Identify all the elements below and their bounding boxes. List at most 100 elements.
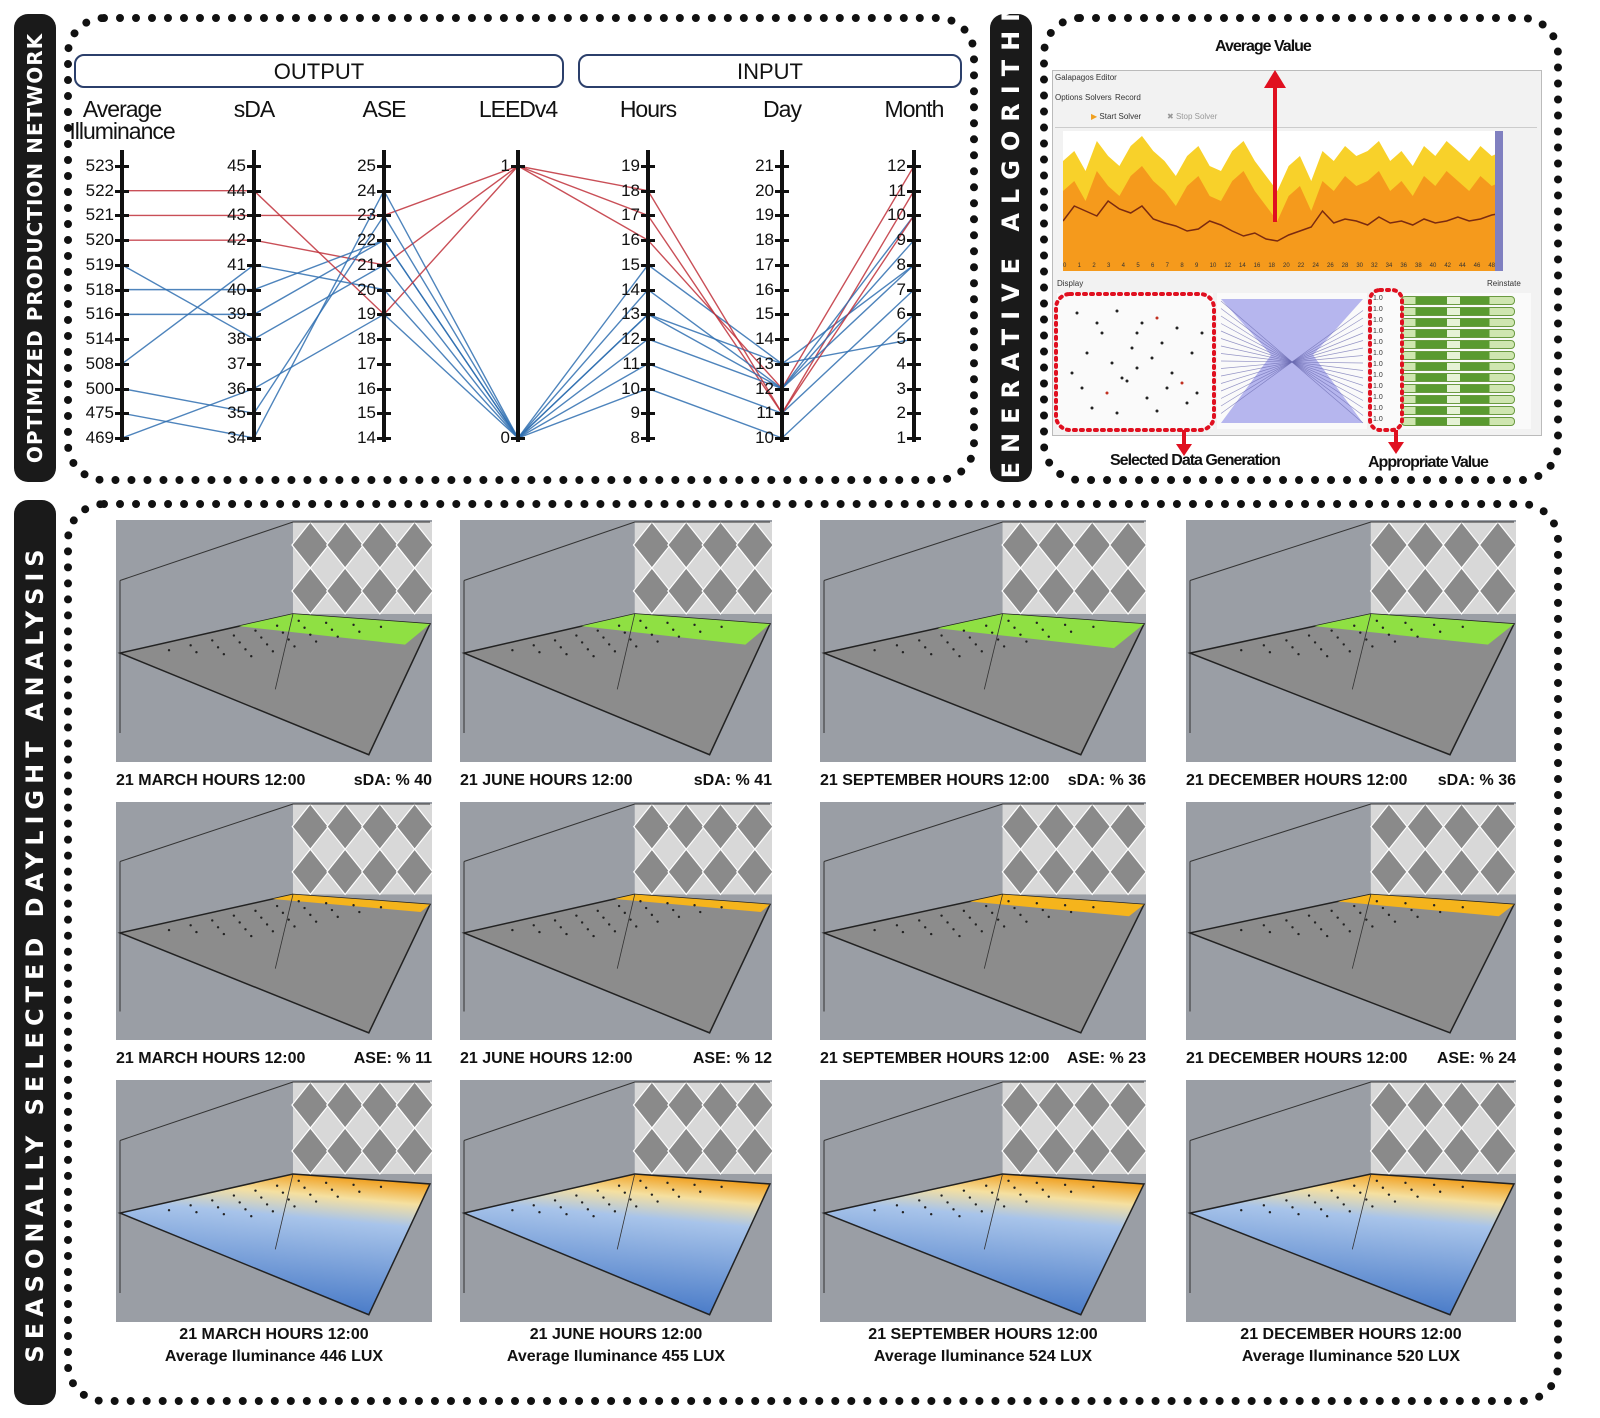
sensor-point [1285, 919, 1288, 922]
sensor-point [1019, 633, 1022, 636]
axis-tick-label: 1 [896, 428, 906, 447]
room-render-svg [461, 1081, 772, 1316]
sensor-point [918, 639, 921, 642]
axis-tick-label: 8 [630, 428, 640, 447]
sensor-point [996, 1198, 1000, 1201]
facade-module [632, 1127, 672, 1175]
population-point [1080, 386, 1084, 390]
section-tab-production-network: OPTIMIZED PRODUCTION NETWORK [14, 14, 56, 482]
sensor-point [222, 1213, 226, 1216]
sensor-point [238, 921, 241, 924]
sensor-point [297, 900, 300, 903]
axis-tick [907, 288, 921, 292]
population-point [1135, 331, 1139, 335]
galapagos-tab[interactable]: Record [1115, 93, 1141, 102]
axis-title-line1: sDA [233, 96, 275, 122]
sensor-point [232, 634, 236, 637]
axis-tick-label: 24 [357, 180, 376, 200]
axis-tick [775, 387, 789, 391]
reinstate-button[interactable]: Reinstate [1487, 279, 1521, 288]
axis-tick [511, 437, 525, 440]
axis-tick [377, 387, 391, 391]
sensor-point [924, 1206, 927, 1209]
room-edge [616, 894, 636, 969]
axis-tick [247, 288, 261, 292]
sensor-point [720, 906, 723, 909]
axis-tick [907, 263, 921, 267]
axis-tick-label: 521 [85, 205, 114, 225]
axis-title-line1: Hours [619, 96, 677, 122]
facade-module [360, 567, 400, 615]
sensor-point [532, 1204, 535, 1207]
floor-plane [1187, 1173, 1516, 1316]
population-point [1190, 351, 1194, 355]
sensor-point [629, 1198, 632, 1201]
axis-tick-label: 43 [227, 205, 246, 225]
axis-tick-label: 13 [621, 304, 640, 324]
sensor-point [1404, 902, 1407, 905]
sensor-point [666, 1181, 669, 1185]
appropriate-value-box [1368, 288, 1404, 432]
axis-tick-label: 13 [755, 353, 774, 373]
axis-tick [641, 362, 655, 366]
sensor-point [352, 623, 355, 627]
sensor-point [958, 934, 961, 938]
sensor-point [287, 1198, 290, 1201]
sensor-point [532, 644, 535, 647]
sensor-point [895, 1204, 899, 1207]
sensor-point [1291, 1206, 1294, 1209]
sensor-point [1041, 908, 1044, 912]
sensor-point [873, 1209, 876, 1212]
sensor-point [958, 1215, 961, 1218]
axis-tick-label: 14 [755, 329, 774, 349]
sensor-point [1047, 635, 1050, 638]
sensor-point [575, 634, 578, 637]
sda-area [937, 613, 1144, 649]
sensor-point [980, 1210, 983, 1213]
start-solver-button[interactable]: ▶ Start Solver [1091, 112, 1141, 121]
population-point [1155, 316, 1159, 320]
axis-tick-label: 15 [621, 254, 640, 274]
sensor-point [314, 1200, 318, 1203]
sensor-point [244, 648, 247, 651]
axis-tick-label: 14 [621, 279, 640, 299]
play-icon: ▶ [1091, 112, 1098, 121]
sensor-point [1371, 1205, 1374, 1208]
render-caption: 21 SEPTEMBER HOURS 12:00 [820, 772, 1050, 789]
axis-tick-label: 523 [85, 156, 114, 175]
axis-tick [907, 387, 921, 391]
axis-line [120, 150, 124, 442]
galapagos-tab[interactable]: Solvers [1085, 93, 1112, 102]
axis-tick-label: 475 [85, 403, 114, 423]
galapagos-tab[interactable]: Options [1055, 93, 1083, 102]
stop-solver-button[interactable]: ✖ Stop Solver [1167, 112, 1217, 121]
facade-module [735, 1127, 772, 1175]
axis-tick-label: 7 [896, 279, 906, 299]
sensor-point [1410, 628, 1413, 631]
room-edge [463, 803, 770, 862]
sensor-point [1035, 902, 1039, 905]
axis-tick [775, 338, 789, 342]
room-edge [616, 613, 636, 690]
axis-tick [247, 338, 261, 342]
sensor-point [293, 645, 296, 648]
facade-module [1001, 848, 1040, 896]
sensor-point [677, 915, 681, 919]
axis-title-line2: Illuminance [69, 118, 175, 144]
axis-tick-label: 10 [887, 205, 906, 225]
fitness-x-tick: 6 [1151, 263, 1155, 269]
facade-module [325, 1127, 365, 1175]
sensor-point [985, 1184, 988, 1187]
sensor-point [1336, 636, 1339, 639]
axis-tick-label: 10 [621, 378, 640, 398]
fitness-x-tick: 42 [1444, 263, 1452, 269]
axis-tick-label: 518 [85, 279, 114, 299]
genome-row: 1.0 [1371, 306, 1527, 316]
facade-module [395, 848, 432, 896]
sensor-point [189, 644, 192, 647]
room-edge [983, 613, 1003, 690]
axis-tick-label: 15 [755, 304, 774, 324]
sensor-point [656, 640, 659, 643]
floor-plane [117, 613, 432, 756]
axis-tick [115, 288, 129, 292]
